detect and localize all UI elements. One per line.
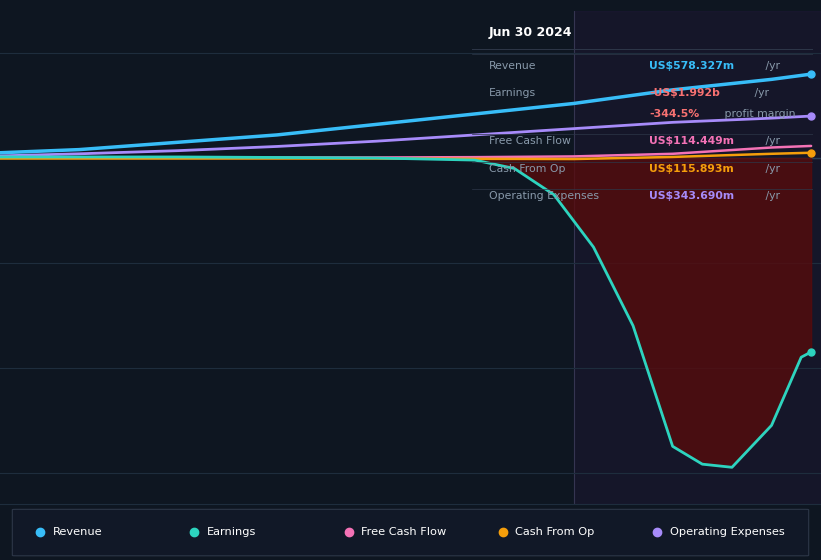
Text: Revenue: Revenue [53, 527, 102, 537]
FancyBboxPatch shape [12, 510, 809, 556]
Text: profit margin: profit margin [721, 109, 796, 119]
Text: -US$1.992b: -US$1.992b [649, 88, 720, 98]
Bar [574, 11, 821, 504]
Text: US$115.893m: US$115.893m [649, 164, 734, 174]
Text: /yr: /yr [762, 191, 780, 201]
Text: Operating Expenses: Operating Expenses [670, 527, 785, 537]
Text: US$578.327m: US$578.327m [649, 61, 734, 71]
Text: -344.5%: -344.5% [649, 109, 699, 119]
Text: Cash From Op: Cash From Op [516, 527, 594, 537]
Text: Revenue: Revenue [489, 61, 537, 71]
Text: /yr: /yr [751, 88, 769, 98]
Text: Free Cash Flow: Free Cash Flow [361, 527, 447, 537]
Text: Free Cash Flow: Free Cash Flow [489, 137, 571, 146]
Text: US$114.449m: US$114.449m [649, 137, 734, 146]
Text: /yr: /yr [762, 61, 780, 71]
Text: Operating Expenses: Operating Expenses [489, 191, 599, 201]
Text: /yr: /yr [762, 137, 780, 146]
Text: Cash From Op: Cash From Op [489, 164, 566, 174]
Text: /yr: /yr [762, 164, 780, 174]
Text: Jun 30 2024: Jun 30 2024 [489, 26, 572, 39]
Text: Earnings: Earnings [489, 88, 536, 98]
Text: US$343.690m: US$343.690m [649, 191, 734, 201]
Text: Earnings: Earnings [207, 527, 256, 537]
